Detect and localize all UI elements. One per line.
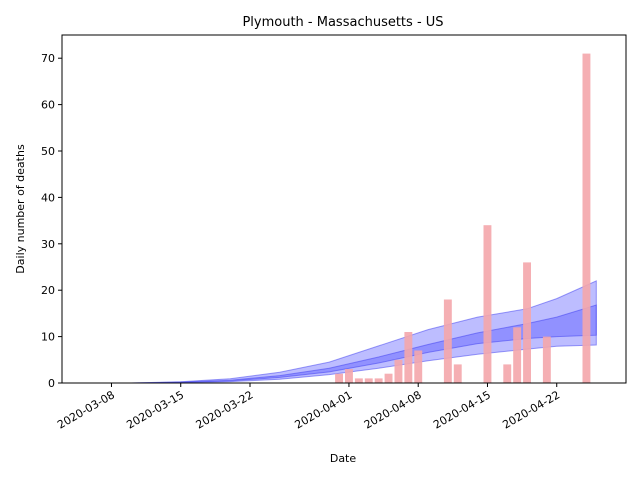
bar bbox=[364, 378, 373, 383]
bar bbox=[394, 359, 403, 383]
y-axis-label: Daily number of deaths bbox=[14, 144, 27, 274]
y-tick-label: 50 bbox=[41, 145, 55, 158]
inner-confidence-band bbox=[131, 304, 597, 384]
model-bands bbox=[131, 280, 597, 384]
bar bbox=[335, 373, 343, 383]
bar bbox=[345, 369, 353, 383]
x-tick-label: 2020-04-01 bbox=[293, 388, 355, 431]
y-tick-label: 70 bbox=[41, 52, 55, 65]
y-tick-label: 10 bbox=[41, 331, 55, 344]
chart-title: Plymouth - Massachusetts - US bbox=[242, 15, 443, 30]
x-axis-label: Date bbox=[330, 452, 357, 465]
plot-area-frame bbox=[61, 34, 627, 384]
bar bbox=[354, 378, 363, 383]
x-tick-label: 2020-03-15 bbox=[124, 388, 186, 431]
bar bbox=[443, 299, 452, 383]
y-tick-label: 60 bbox=[41, 99, 55, 112]
bar bbox=[384, 373, 393, 383]
bar bbox=[542, 336, 551, 383]
x-tick-label: 2020-03-08 bbox=[55, 388, 117, 431]
bar bbox=[513, 327, 522, 383]
bar-series bbox=[335, 53, 591, 383]
x-tick-label: 2020-03-22 bbox=[194, 388, 256, 431]
x-tick-label: 2020-04-15 bbox=[431, 388, 493, 431]
y-axis: 0 10 20 30 40 50 60 70 bbox=[41, 52, 62, 390]
x-axis: 2020-03-08 2020-03-15 2020-03-22 2020-04-01… bbox=[55, 383, 562, 432]
bar bbox=[483, 225, 492, 383]
bar bbox=[503, 364, 512, 383]
x-tick-label: 2020-04-22 bbox=[500, 388, 562, 431]
bar bbox=[404, 332, 413, 383]
bar bbox=[453, 364, 462, 383]
bar bbox=[582, 53, 591, 383]
bar bbox=[414, 350, 423, 383]
y-tick-label: 40 bbox=[41, 191, 55, 204]
y-tick-label: 20 bbox=[41, 284, 55, 297]
bar bbox=[523, 262, 531, 383]
x-tick-label: 2020-04-08 bbox=[362, 388, 424, 431]
y-tick-label: 0 bbox=[48, 377, 55, 390]
y-tick-label: 30 bbox=[41, 238, 55, 251]
bar bbox=[374, 378, 383, 383]
